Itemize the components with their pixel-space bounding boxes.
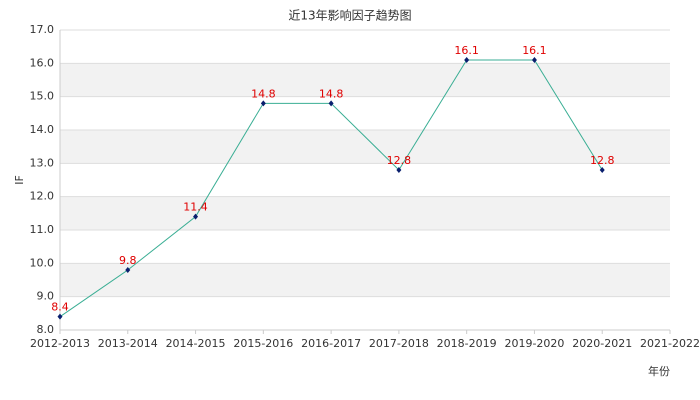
data-label: 11.4 [183,201,208,214]
y-tick-label: 8.0 [37,323,55,336]
data-label: 12.8 [590,154,615,167]
x-tick-label: 2017-2018 [369,337,429,350]
x-tick-label: 2018-2019 [437,337,497,350]
grid-band [60,130,670,164]
x-tick-label: 2013-2014 [98,337,158,350]
marker [464,57,470,63]
x-tick-label: 2014-2015 [166,337,226,350]
grid-band [60,263,670,297]
data-label: 16.1 [522,44,547,57]
y-tick-label: 13.0 [30,156,55,169]
marker [57,313,63,320]
x-axis-label: 年份 [648,364,670,378]
marker [193,213,199,220]
data-label: 8.4 [51,301,69,314]
marker [260,100,266,107]
grid-band [60,63,670,97]
y-tick-label: 12.0 [30,190,55,203]
y-tick-label: 10.0 [30,256,55,269]
x-tick-label: 2012-2013 [30,337,90,350]
marker [125,267,131,273]
x-tick-label: 2015-2016 [233,337,293,350]
x-tick-label: 2020-2021 [572,337,632,350]
y-tick-label: 11.0 [30,223,55,236]
data-label: 14.8 [251,87,276,100]
x-tick-label: 2019-2020 [504,337,564,350]
data-label: 9.8 [119,254,137,267]
marker [396,167,402,173]
chart-title: 近13年影响因子趋势图 [288,8,411,23]
y-tick-label: 9.0 [37,290,55,303]
data-label: 12.8 [387,154,412,167]
marker [599,167,605,173]
data-label: 16.1 [454,44,479,57]
marker [328,100,334,107]
y-tick-label: 17.0 [30,23,55,36]
y-tick-label: 16.0 [30,56,55,69]
x-tick-label: 2021-2022 [640,337,700,350]
y-axis-label: IF [13,175,26,185]
y-tick-label: 15.0 [30,90,55,103]
y-tick-label: 14.0 [30,123,55,136]
grid-band [60,196,670,230]
x-tick-label: 2016-2017 [301,337,361,350]
data-label: 14.8 [319,87,344,100]
marker [531,57,537,63]
